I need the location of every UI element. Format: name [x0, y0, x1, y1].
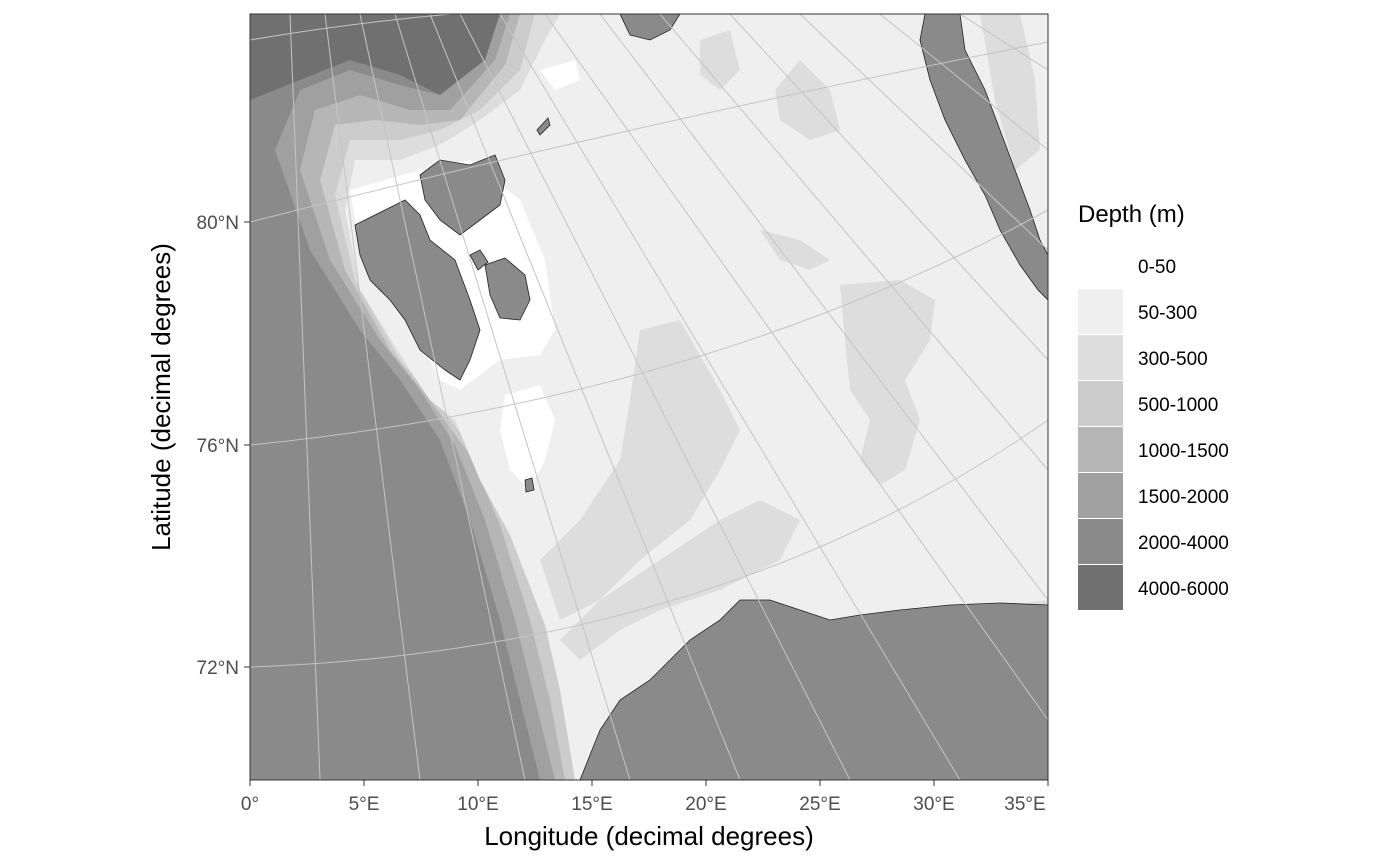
x-tick-label: 30°E [913, 794, 954, 815]
y-axis: 80°N 76°N 72°N [197, 213, 250, 679]
x-tick-label: 20°E [685, 794, 726, 815]
x-tick-label: 35°E [1004, 794, 1045, 815]
northern-trough [700, 30, 740, 90]
novaya-zemlya [919, 14, 1048, 301]
central-basin [840, 280, 935, 485]
spitsbergen-island [354, 199, 481, 381]
legend-label: 500-1000 [1138, 395, 1218, 416]
legend-swatch-50-300 [1078, 289, 1123, 334]
x-tick-label: 10°E [457, 794, 498, 815]
x-axis-title: Longitude (decimal degrees) [484, 821, 814, 851]
barentsoya-island [469, 249, 489, 271]
kvitoya-island [536, 117, 551, 136]
abyssal-area [250, 14, 500, 100]
x-tick-label: 25°E [799, 794, 840, 815]
x-tick-label: 0° [241, 794, 259, 815]
legend-title: Depth (m) [1078, 201, 1185, 228]
legend-swatch-2000-4000 [1078, 519, 1123, 564]
legend-label: 1000-1500 [1138, 441, 1229, 462]
trough-south [560, 500, 800, 660]
legend-swatch-1000-1500 [1078, 427, 1123, 472]
legend-swatch-0-50 [1078, 243, 1123, 288]
legend-label: 300-500 [1138, 349, 1208, 370]
map-panel [250, 14, 1048, 780]
legend-label: 4000-6000 [1138, 579, 1229, 600]
bear-island [524, 477, 535, 493]
x-tick-label: 5°E [349, 794, 380, 815]
map-panel-border [249, 13, 1049, 781]
y-tick-label: 76°N [197, 436, 239, 457]
shallow-patch [540, 60, 580, 90]
bear-island-bank [500, 385, 555, 490]
legend-swatch-300-500 [1078, 335, 1123, 380]
legend-label: 2000-4000 [1138, 533, 1229, 554]
legend-label: 1500-2000 [1138, 487, 1229, 508]
legend: Depth (m) 0-50 50-300 300-500 500-1000 1… [1078, 201, 1229, 610]
scandinavia-mainland [579, 599, 1048, 780]
x-axis: 0° 5°E 10°E 15°E 20°E 25°E 30°E 35°E [241, 780, 1049, 815]
edgeoya-island [484, 257, 531, 321]
greenland-fringe [250, 14, 300, 45]
shelf-trough-small [760, 230, 830, 270]
bear-island-trough [540, 320, 740, 620]
y-tick-label: 72°N [197, 658, 239, 679]
legend-label: 50-300 [1138, 303, 1197, 324]
y-tick-label: 80°N [197, 213, 239, 234]
legend-label: 0-50 [1138, 257, 1176, 278]
legend-swatch-4000-6000 [1078, 565, 1123, 610]
graticule [250, 14, 1048, 780]
x-tick-label: 15°E [571, 794, 612, 815]
y-axis-title: Latitude (decimal degrees) [146, 243, 176, 551]
legend-swatch-1500-2000 [1078, 473, 1123, 518]
legend-swatch-500-1000 [1078, 381, 1123, 426]
